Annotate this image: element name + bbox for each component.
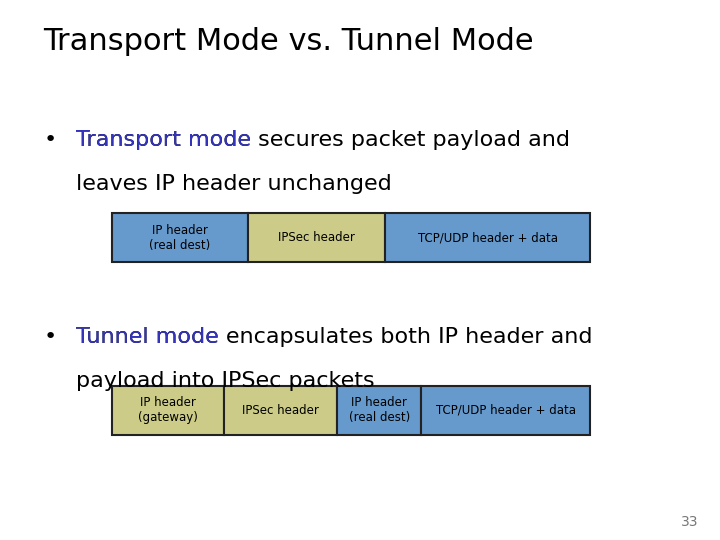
Text: IP header
(real dest): IP header (real dest) <box>348 396 410 424</box>
FancyBboxPatch shape <box>337 386 421 435</box>
FancyBboxPatch shape <box>385 213 590 262</box>
Text: Transport Mode vs. Tunnel Mode: Transport Mode vs. Tunnel Mode <box>43 27 534 56</box>
Text: IP header
(gateway): IP header (gateway) <box>138 396 198 424</box>
FancyBboxPatch shape <box>248 213 385 262</box>
Text: payload into IPSec packets: payload into IPSec packets <box>76 371 374 391</box>
FancyBboxPatch shape <box>112 213 248 262</box>
Text: IP header
(real dest): IP header (real dest) <box>149 224 211 252</box>
Text: leaves IP header unchanged: leaves IP header unchanged <box>76 174 392 194</box>
Text: Tunnel mode encapsulates both IP header and: Tunnel mode encapsulates both IP header … <box>76 327 592 347</box>
Text: IPSec header: IPSec header <box>242 404 319 417</box>
FancyBboxPatch shape <box>112 386 224 435</box>
Text: 33: 33 <box>681 515 698 529</box>
Text: •: • <box>43 130 56 150</box>
Text: Transport mode: Transport mode <box>76 130 251 150</box>
Text: Transport mode secures packet payload and: Transport mode secures packet payload an… <box>76 130 570 150</box>
FancyBboxPatch shape <box>421 386 590 435</box>
Text: TCP/UDP header + data: TCP/UDP header + data <box>436 404 576 417</box>
Text: IPSec header: IPSec header <box>279 231 355 244</box>
Text: Tunnel mode: Tunnel mode <box>76 327 218 347</box>
Text: TCP/UDP header + data: TCP/UDP header + data <box>418 231 558 244</box>
Text: •: • <box>43 327 56 347</box>
FancyBboxPatch shape <box>224 386 337 435</box>
